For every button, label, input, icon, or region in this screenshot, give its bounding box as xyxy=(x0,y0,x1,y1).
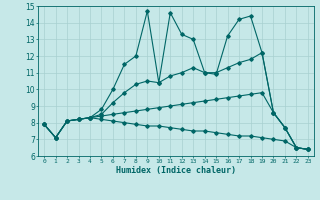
X-axis label: Humidex (Indice chaleur): Humidex (Indice chaleur) xyxy=(116,166,236,175)
